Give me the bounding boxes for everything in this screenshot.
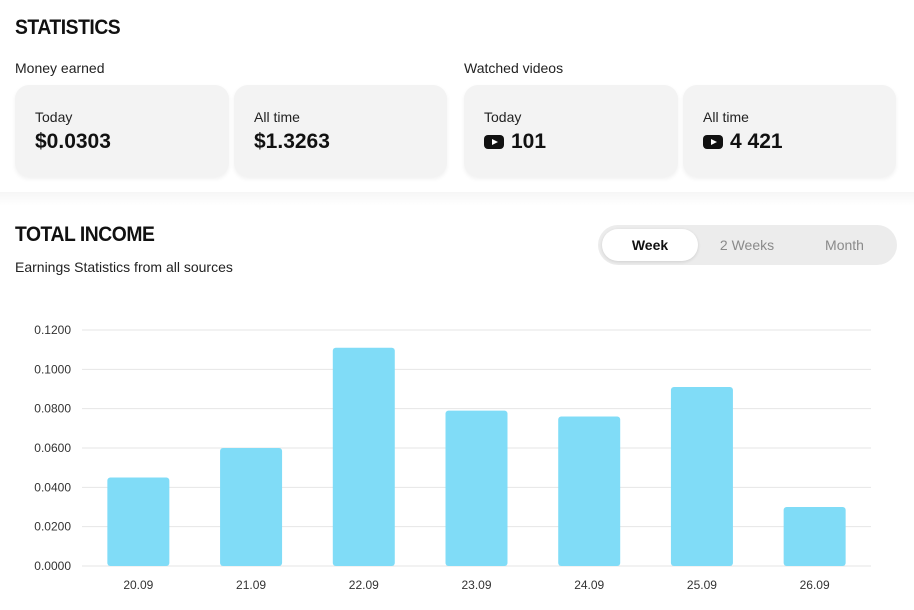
bar-26.09[interactable]: [783, 507, 846, 566]
y-tick-label: 0.0400: [34, 480, 71, 494]
x-tick-label: 23.09: [461, 578, 491, 592]
statistics-title: STATISTICS: [15, 16, 121, 39]
total-income-title: TOTAL INCOME: [15, 223, 155, 246]
bar-20.09[interactable]: [107, 477, 170, 567]
money-earned-label: Money earned: [15, 60, 105, 76]
money-today-card: Today $0.0303: [15, 85, 229, 177]
watched-videos-label: Watched videos: [464, 60, 564, 76]
tab-2-weeks[interactable]: 2 Weeks: [719, 237, 775, 253]
youtube-play-icon: [484, 135, 504, 149]
x-tick-label: 24.09: [574, 578, 604, 592]
tab-week[interactable]: Week: [602, 229, 698, 261]
money-alltime-card: All time $1.3263: [234, 85, 447, 177]
bar-21.09[interactable]: [220, 448, 283, 566]
y-tick-label: 0.0000: [34, 559, 71, 573]
videos-alltime-card: All time 4 421: [683, 85, 896, 177]
y-tick-label: 0.0800: [34, 402, 71, 416]
money-alltime-label: All time: [254, 109, 300, 125]
tab-month[interactable]: Month: [825, 237, 864, 253]
x-tick-label: 22.09: [349, 578, 379, 592]
total-income-subtitle: Earnings Statistics from all sources: [15, 259, 233, 275]
x-tick-label: 20.09: [123, 578, 153, 592]
y-tick-label: 0.1200: [34, 323, 71, 337]
y-tick-label: 0.1000: [34, 362, 71, 376]
x-tick-label: 21.09: [236, 578, 266, 592]
y-tick-label: 0.0600: [34, 441, 71, 455]
money-alltime-value: $1.3263: [254, 130, 330, 153]
period-selector: Week 2 Weeks Month: [598, 225, 897, 265]
money-today-label: Today: [35, 109, 73, 125]
videos-today-value: 101: [511, 130, 547, 153]
section-divider: [0, 192, 914, 206]
x-tick-label: 26.09: [800, 578, 830, 592]
bar-22.09[interactable]: [332, 347, 395, 566]
videos-alltime-value-row: 4 421: [703, 130, 783, 154]
bar-23.09[interactable]: [445, 410, 508, 566]
y-tick-label: 0.0200: [34, 520, 71, 534]
videos-today-label: Today: [484, 109, 522, 125]
bar-25.09[interactable]: [670, 387, 733, 566]
income-bar-chart: 0.0000 0.0200 0.0400 0.0600 0.0800 0.1000 0.12…: [34, 323, 871, 592]
videos-alltime-label: All time: [703, 109, 749, 125]
bar-24.09[interactable]: [558, 416, 621, 566]
videos-today-card: Today 101: [464, 85, 678, 177]
money-today-value: $0.0303: [35, 130, 111, 153]
youtube-play-icon: [703, 135, 723, 149]
x-tick-label: 25.09: [687, 578, 717, 592]
videos-today-value-row: 101: [484, 130, 546, 154]
videos-alltime-value: 4 421: [730, 130, 783, 153]
